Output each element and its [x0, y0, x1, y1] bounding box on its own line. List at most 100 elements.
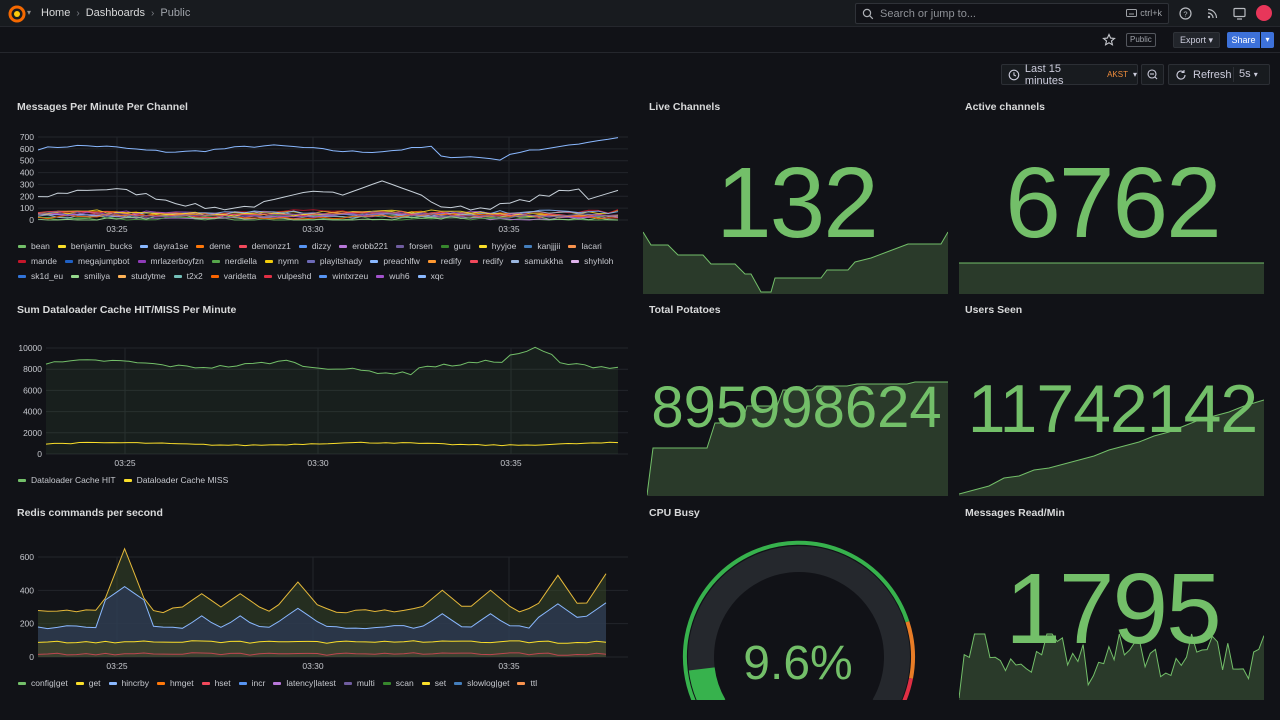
- legend-label: t2x2: [186, 271, 203, 281]
- messages-legend-item[interactable]: kanjjjii: [524, 241, 560, 251]
- legend-swatch: [137, 259, 146, 263]
- messages-legend-item[interactable]: t2x2: [173, 271, 203, 281]
- messages-legend-item[interactable]: demonzz1: [238, 241, 291, 251]
- dataloader-chart[interactable]: 10000 8000 6000 4000 2000 0 03:25 03:30 03:35: [0, 330, 640, 472]
- messages-legend-item[interactable]: deme: [196, 241, 231, 251]
- series-line-set[interactable]: [37, 640, 607, 644]
- chevron-down-icon: ▾: [1253, 70, 1258, 79]
- redis-legend-item[interactable]: scan: [382, 678, 414, 688]
- legend-label: set: [434, 678, 447, 688]
- redis-legend-item[interactable]: hmget: [156, 678, 194, 688]
- search-shortcut-label: ctrl+k: [1140, 8, 1162, 18]
- search-placeholder: Search or jump to...: [880, 7, 976, 20]
- panel-title-active-channels[interactable]: Active channels: [965, 101, 1045, 113]
- redis-legend-item[interactable]: multi: [343, 678, 375, 688]
- chevron-down-icon[interactable]: ▾: [27, 8, 32, 17]
- breadcrumb-dashboards[interactable]: Dashboards: [85, 7, 146, 19]
- series-line[interactable]: [37, 210, 619, 219]
- messages-legend-item[interactable]: xqc: [417, 271, 444, 281]
- zoom-out-icon: [1147, 69, 1158, 80]
- rss-icon[interactable]: [1204, 5, 1221, 22]
- search-input[interactable]: Search or jump to... ctrl+k: [855, 3, 1169, 24]
- messages-legend-item[interactable]: nerdiella: [211, 256, 257, 266]
- messages-legend-item[interactable]: studytme: [118, 271, 166, 281]
- redis-legend-item[interactable]: hincrby: [108, 678, 149, 688]
- messages-legend-item[interactable]: dayra1se: [140, 241, 188, 251]
- dataloader-legend-item[interactable]: Dataloader Cache HIT: [18, 475, 116, 485]
- panel-title-users-seen[interactable]: Users Seen: [965, 304, 1023, 316]
- messages-legend-item[interactable]: guru: [440, 241, 471, 251]
- time-range-picker[interactable]: Last 15 minutes AKST ▾: [1001, 63, 1138, 87]
- series-line[interactable]: [37, 210, 619, 219]
- messages-legend-item[interactable]: playitshady: [306, 256, 362, 266]
- y-tick-label: 200: [20, 191, 34, 201]
- series-line[interactable]: [37, 211, 619, 219]
- legend-label: preachlfw: [383, 256, 420, 266]
- panel-title-dataloader[interactable]: Sum Dataloader Cache HIT/MISS Per Minute: [17, 304, 237, 316]
- messages-legend-item[interactable]: smiliya: [71, 271, 110, 281]
- messages-legend-item[interactable]: hyyjoe: [478, 241, 516, 251]
- messages-legend-item[interactable]: varidetta: [210, 271, 256, 281]
- series-line[interactable]: [37, 137, 619, 161]
- messages-legend-item[interactable]: redify: [427, 256, 462, 266]
- export-button[interactable]: Export ▾: [1173, 32, 1221, 48]
- messages-legend-item[interactable]: shyhloh: [571, 256, 613, 266]
- redis-legend-item[interactable]: incr: [238, 678, 265, 688]
- messages-legend-item[interactable]: mande: [18, 256, 57, 266]
- redis-legend-item[interactable]: ttl: [517, 678, 537, 688]
- messages-legend-item[interactable]: wintxrzeu: [319, 271, 368, 281]
- zoom-out-button[interactable]: [1141, 64, 1164, 85]
- messages-legend-item[interactable]: dizzy: [298, 241, 331, 251]
- messages-legend-item[interactable]: redify: [469, 256, 503, 266]
- share-dropdown-button[interactable]: ▾: [1261, 32, 1274, 48]
- messages-legend-item[interactable]: vulpeshd: [264, 271, 311, 281]
- messages-legend-item[interactable]: wuh6: [376, 271, 410, 281]
- dataloader-legend-item[interactable]: Dataloader Cache MISS: [123, 475, 228, 485]
- refresh-interval-select[interactable]: 5s ▾: [1239, 68, 1258, 80]
- messages-legend-item[interactable]: sk1d_eu: [18, 271, 63, 281]
- help-icon[interactable]: ?: [1177, 5, 1194, 22]
- panel-title-redis[interactable]: Redis commands per second: [17, 507, 163, 519]
- redis-legend-item[interactable]: config|get: [18, 678, 68, 688]
- refresh-interval-label: 5s: [1239, 68, 1251, 80]
- series-line-hincrby[interactable]: [37, 585, 607, 630]
- panel-title-messages-read[interactable]: Messages Read/Min: [965, 507, 1065, 519]
- series-line[interactable]: [37, 210, 619, 219]
- star-icon[interactable]: [1102, 33, 1116, 47]
- messages-legend-item[interactable]: mrlazerboyfzn: [137, 256, 204, 266]
- messages-legend-item[interactable]: nymn: [265, 256, 299, 266]
- messages-legend-item[interactable]: erobb221: [339, 241, 388, 251]
- messages-legend-item[interactable]: lacari: [568, 241, 602, 251]
- series-line-get[interactable]: [37, 547, 607, 614]
- panel-title-messages[interactable]: Messages Per Minute Per Channel: [17, 101, 188, 113]
- messages-legend-item[interactable]: forsen: [396, 241, 433, 251]
- redis-legend-item[interactable]: get: [75, 678, 101, 688]
- messages-legend-item[interactable]: preachlfw: [370, 256, 420, 266]
- grafana-logo-icon[interactable]: [8, 5, 26, 23]
- share-button[interactable]: Share: [1227, 32, 1260, 48]
- panel-title-cpu-busy[interactable]: CPU Busy: [649, 507, 700, 519]
- messages-legend-item[interactable]: bean: [18, 241, 50, 251]
- messages-legend-item[interactable]: samukkha: [511, 256, 563, 266]
- redis-legend-item[interactable]: latency|latest: [273, 678, 336, 688]
- series-line-cache-hit[interactable]: [45, 346, 619, 376]
- series-line[interactable]: [37, 180, 619, 211]
- redis-chart[interactable]: 600 400 200 0 03:25 03:30 03:35: [0, 535, 640, 675]
- legend-swatch: [201, 681, 210, 685]
- panel-title-total-potatoes[interactable]: Total Potatoes: [649, 304, 721, 316]
- redis-legend-item[interactable]: set: [421, 678, 447, 688]
- series-line[interactable]: [37, 214, 619, 221]
- refresh-button[interactable]: Refresh 5s ▾: [1168, 64, 1270, 85]
- series-line-cache-miss[interactable]: [45, 441, 619, 447]
- redis-legend-item[interactable]: slowlog|get: [454, 678, 509, 688]
- messages-legend-item[interactable]: megajumpbot: [65, 256, 130, 266]
- redis-legend-item[interactable]: hset: [201, 678, 231, 688]
- panel-title-live-channels[interactable]: Live Channels: [649, 101, 721, 113]
- breadcrumb-home[interactable]: Home: [41, 7, 71, 19]
- monitor-icon[interactable]: [1231, 5, 1248, 22]
- avatar[interactable]: [1256, 5, 1272, 21]
- messages-legend-item[interactable]: benjamin_bucks: [57, 241, 132, 251]
- series-line-hset[interactable]: [37, 652, 607, 656]
- gauge-track: [688, 546, 910, 700]
